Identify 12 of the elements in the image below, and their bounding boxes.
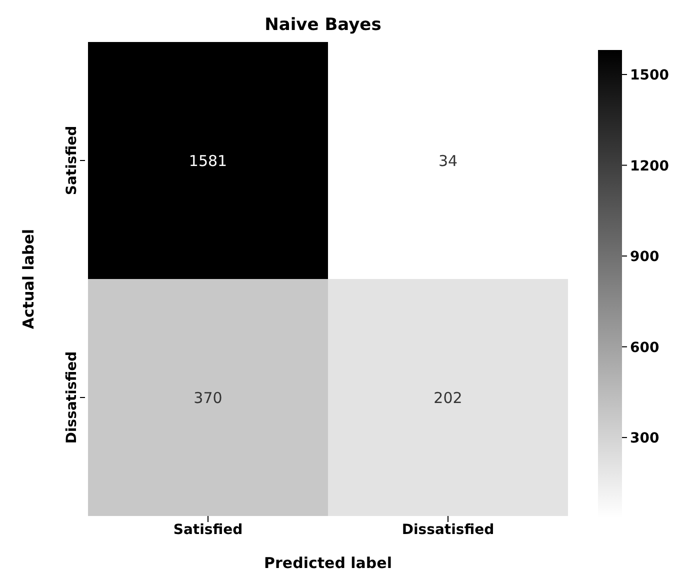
x-axis-title: Predicted label xyxy=(264,554,392,572)
data-label: 1581 xyxy=(188,152,228,170)
color-bar-label: 1500 xyxy=(630,68,670,84)
data-label: 202 xyxy=(434,388,462,407)
color-bar-label: 600 xyxy=(630,340,660,356)
chart-title: Naive Bayes xyxy=(264,15,382,35)
data-label: 34 xyxy=(438,152,458,170)
data-label: 370 xyxy=(194,388,222,407)
color-bar-label: 300 xyxy=(630,430,660,447)
color-bar-label: 900 xyxy=(630,249,660,266)
color-bar-label: 1200 xyxy=(630,158,670,174)
y-axis-title: Actual label xyxy=(19,228,38,330)
